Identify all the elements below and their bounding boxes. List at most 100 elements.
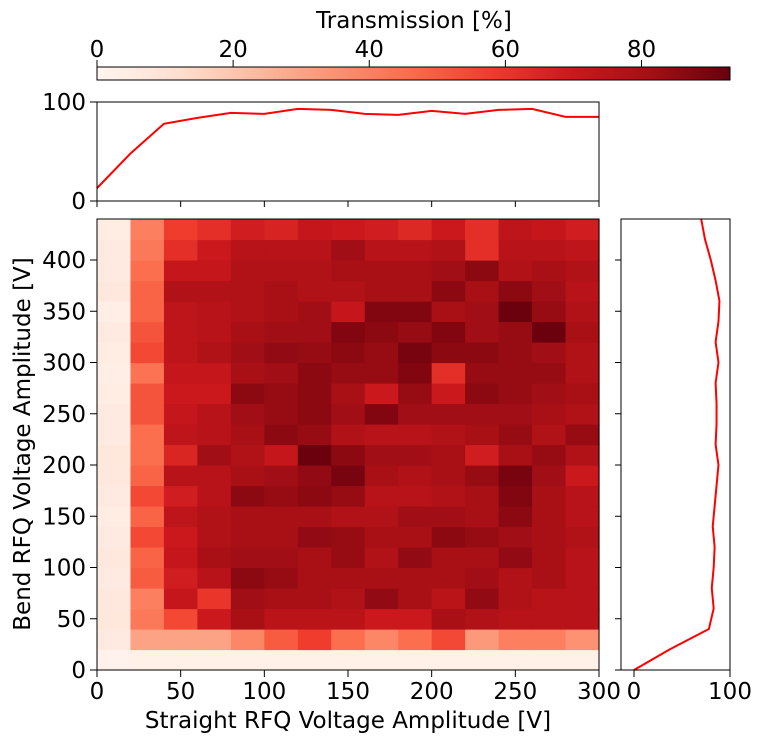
heatmap-cell — [264, 526, 299, 548]
heatmap-cell — [465, 362, 500, 384]
heatmap-cell — [331, 567, 366, 589]
heatmap-cell — [97, 321, 132, 343]
heatmap-cell — [130, 219, 165, 241]
heatmap-cell — [97, 342, 132, 364]
heatmap-cell — [532, 219, 567, 241]
heatmap-cell — [264, 301, 299, 323]
heatmap-cell — [364, 444, 399, 466]
heatmap-cell — [264, 260, 299, 282]
heatmap-cell — [398, 547, 433, 569]
heatmap-cell — [97, 362, 132, 384]
heatmap-cell — [498, 608, 533, 630]
x-axis-label: Straight RFQ Voltage Amplitude [V] — [145, 708, 551, 734]
heatmap-cell — [331, 465, 366, 487]
heatmap-cell — [331, 526, 366, 548]
heatmap-cell — [431, 403, 466, 425]
heatmap-cell — [431, 342, 466, 364]
heatmap-cell — [364, 567, 399, 589]
heatmap-cell — [163, 629, 198, 651]
heatmap-cell — [97, 383, 132, 405]
heatmap-cell — [163, 608, 198, 630]
heatmap-cell — [565, 321, 600, 343]
heatmap-cell — [331, 547, 366, 569]
heatmap-cell — [197, 424, 232, 446]
heatmap-cell — [565, 239, 600, 261]
heatmap-cell — [264, 506, 299, 528]
heatmap-cell — [230, 588, 265, 610]
colorbar: Transmission [%] 0 20 40 60 80 — [90, 8, 731, 81]
heatmap-cell — [364, 280, 399, 302]
heatmap-cell — [498, 321, 533, 343]
heatmap-cell — [264, 608, 299, 630]
heatmap-cell — [364, 526, 399, 548]
heatmap-cell — [398, 403, 433, 425]
heatmap-cell — [498, 219, 533, 241]
heatmap-cell — [130, 485, 165, 507]
heatmap-cell — [431, 567, 466, 589]
heatmap-cell — [197, 629, 232, 651]
heatmap-cell — [297, 608, 332, 630]
heatmap-cell — [431, 547, 466, 569]
heatmap-cell — [163, 239, 198, 261]
x-tick-label: 250 — [493, 679, 537, 705]
heatmap-cell — [398, 526, 433, 548]
heatmap-cell — [532, 280, 567, 302]
heatmap-cell — [230, 506, 265, 528]
heatmap-cell — [532, 485, 567, 507]
heatmap-cell — [364, 362, 399, 384]
heatmap-cell — [230, 239, 265, 261]
heatmap-cell — [97, 239, 132, 261]
heatmap-cell — [297, 403, 332, 425]
heatmap-cell — [431, 526, 466, 548]
heatmap-cell — [331, 342, 366, 364]
heatmap-cell — [398, 506, 433, 528]
heatmap-cell — [498, 280, 533, 302]
heatmap-cell — [197, 485, 232, 507]
heatmap-cell — [130, 321, 165, 343]
heatmap-cell — [297, 280, 332, 302]
heatmap-cell — [264, 219, 299, 241]
heatmap-cell — [97, 588, 132, 610]
heatmap-cell — [498, 649, 533, 671]
heatmap-cell — [565, 280, 600, 302]
heatmap-cell — [465, 403, 500, 425]
heatmap-cell — [197, 506, 232, 528]
heatmap-cell — [498, 403, 533, 425]
heatmap-cell — [230, 301, 265, 323]
heatmap-cell — [565, 567, 600, 589]
y-tick-label: 50 — [57, 607, 86, 633]
heatmap-cell — [197, 465, 232, 487]
heatmap-cell — [364, 608, 399, 630]
heatmap-cell — [264, 629, 299, 651]
heatmap-cell — [97, 526, 132, 548]
heatmap-cell — [163, 383, 198, 405]
heatmap-cell — [465, 342, 500, 364]
x-tick-label: 0 — [90, 679, 105, 705]
heatmap-cell — [398, 280, 433, 302]
right-x-tick-label: 0 — [627, 679, 642, 705]
heatmap-cell — [532, 342, 567, 364]
heatmap-cell — [565, 485, 600, 507]
heatmap-cell — [297, 506, 332, 528]
heatmap-cell — [532, 506, 567, 528]
heatmap-cell — [197, 219, 232, 241]
y-axis-label: Bend RFQ Voltage Amplitude [V] — [10, 257, 36, 630]
heatmap-cell — [264, 403, 299, 425]
heatmap-cell — [163, 219, 198, 241]
heatmap-cell — [230, 567, 265, 589]
heatmap-cell — [532, 608, 567, 630]
heatmap-cell — [364, 301, 399, 323]
heatmap-cell — [97, 424, 132, 446]
heatmap-cell — [498, 588, 533, 610]
heatmap-cell — [163, 567, 198, 589]
heatmap-cell — [465, 260, 500, 282]
heatmap-cell — [97, 547, 132, 569]
heatmap-cell — [230, 403, 265, 425]
heatmap-cell — [498, 547, 533, 569]
heatmap-cell — [97, 403, 132, 425]
heatmap-cell — [498, 465, 533, 487]
heatmap-cell — [532, 362, 567, 384]
heatmap-cell — [465, 280, 500, 302]
heatmap-cell — [230, 485, 265, 507]
